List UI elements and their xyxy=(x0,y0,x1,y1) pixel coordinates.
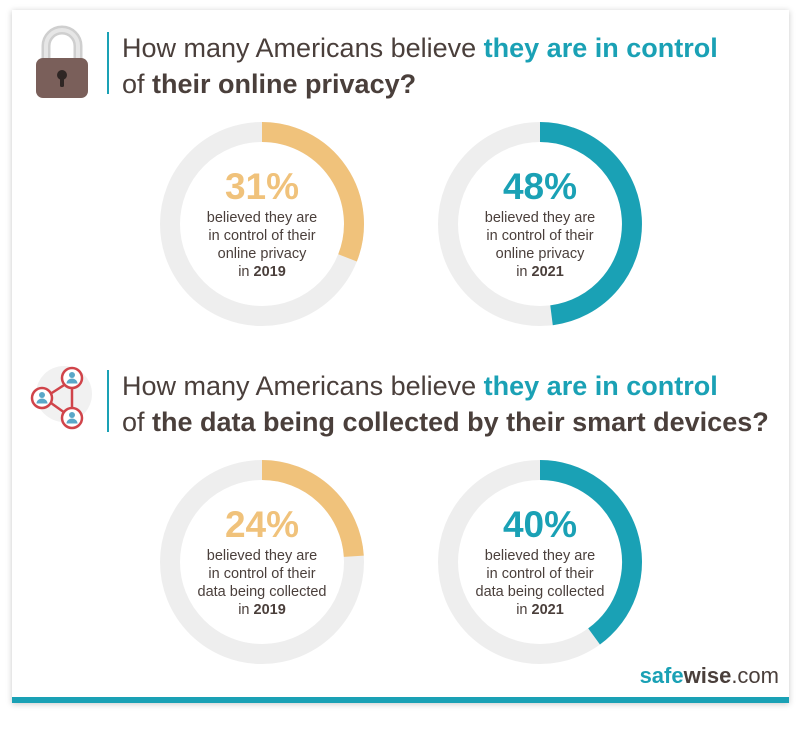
year: 2019 xyxy=(253,264,286,280)
desc-line-2: in control of their xyxy=(208,228,316,244)
desc-line-1: believed they are xyxy=(484,210,596,226)
section-online-privacy: How many Americans believe they are in c… xyxy=(12,10,789,350)
section-smart-devices: How many Americans believe they are in c… xyxy=(12,348,789,688)
desc-line-3: data being collected xyxy=(197,584,327,600)
desc-line-2: in control of their xyxy=(486,228,594,244)
logo-safe: safe xyxy=(639,663,684,688)
percent-value: 48% xyxy=(502,166,578,207)
network-users-icon xyxy=(22,358,102,438)
desc-line-1: believed they are xyxy=(206,548,318,564)
headline-divider xyxy=(107,32,109,94)
donut-arc-value xyxy=(539,122,642,326)
safewise-logo: safewise.com xyxy=(640,663,779,689)
desc-line-3: online privacy xyxy=(217,246,307,262)
description: believed they are in control of their on… xyxy=(177,209,347,281)
desc-line-2: in control of their xyxy=(208,566,316,582)
percent-value: 31% xyxy=(224,166,300,207)
headline-bold: their online privacy? xyxy=(152,69,417,99)
year-prefix: in xyxy=(516,264,532,280)
donut-center: 48% believed they are in control of thei… xyxy=(434,118,646,330)
description: believed they are in control of their on… xyxy=(455,209,625,281)
year: 2021 xyxy=(531,264,564,280)
donut-arc-value xyxy=(539,460,642,645)
headline-line2-prefix: of xyxy=(122,69,153,99)
donut-center: 24% believed they are in control of thei… xyxy=(156,456,368,668)
padlock-icon xyxy=(22,20,102,100)
headline-smart-devices: How many Americans believe they are in c… xyxy=(122,368,782,440)
headline-divider xyxy=(107,370,109,432)
desc-line-3: online privacy xyxy=(495,246,585,262)
headline-bold: the data being collected by their smart … xyxy=(152,407,769,437)
headline-highlight: they are in control xyxy=(483,371,718,401)
desc-line-2: in control of their xyxy=(486,566,594,582)
year-prefix: in xyxy=(238,264,254,280)
year: 2021 xyxy=(531,602,564,618)
desc-line-1: believed they are xyxy=(484,548,596,564)
donut-arc-value xyxy=(261,122,364,262)
headline-line2-prefix: of xyxy=(122,407,153,437)
desc-line-1: believed they are xyxy=(206,210,318,226)
donut-data-2021: 40% believed they are in control of thei… xyxy=(434,456,646,668)
donut-center: 40% believed they are in control of thei… xyxy=(434,456,646,668)
desc-line-3: data being collected xyxy=(475,584,605,600)
headline-online-privacy: How many Americans believe they are in c… xyxy=(122,30,782,102)
year-prefix: in xyxy=(516,602,532,618)
donut-privacy-2019: 31% believed they are in control of thei… xyxy=(156,118,368,330)
donut-privacy-2021: 48% believed they are in control of thei… xyxy=(434,118,646,330)
headline-prefix: How many Americans believe xyxy=(122,33,484,63)
percent-value: 24% xyxy=(224,504,300,545)
description: believed they are in control of their da… xyxy=(177,547,347,619)
infographic-card: How many Americans believe they are in c… xyxy=(12,10,789,703)
donut-arc-value xyxy=(261,460,364,558)
logo-wise: wise xyxy=(683,663,732,688)
year: 2019 xyxy=(253,602,286,618)
description: believed they are in control of their da… xyxy=(455,547,625,619)
year-prefix: in xyxy=(238,602,254,618)
donut-data-2019: 24% believed they are in control of thei… xyxy=(156,456,368,668)
headline-highlight: they are in control xyxy=(483,33,718,63)
donut-center: 31% believed they are in control of thei… xyxy=(156,118,368,330)
percent-value: 40% xyxy=(502,504,578,545)
logo-dot-com: .com xyxy=(731,663,779,688)
headline-prefix: How many Americans believe xyxy=(122,371,484,401)
